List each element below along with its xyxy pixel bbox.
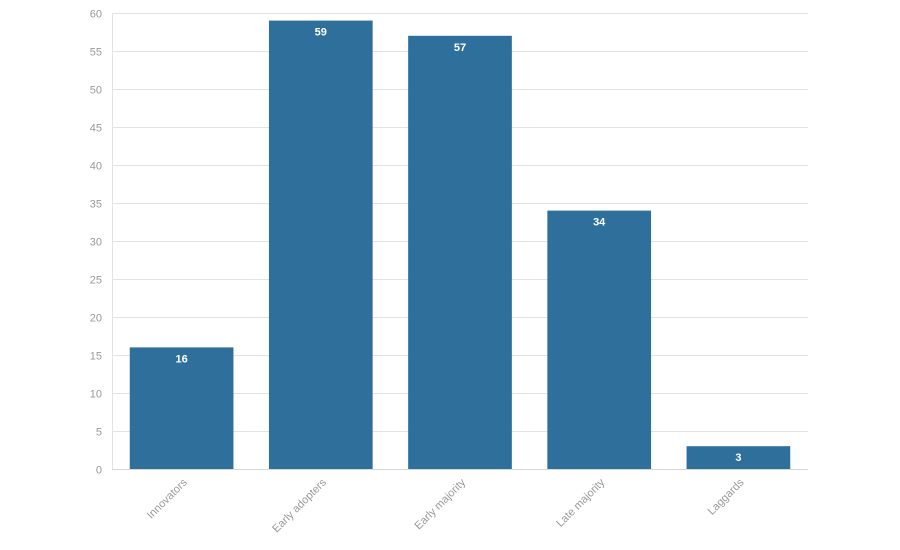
y-tick-label: 20 [90, 313, 102, 325]
y-tick-label: 45 [90, 123, 102, 135]
data-label: 57 [454, 42, 466, 54]
x-axis: Innovators Early adopters Early majority La… [145, 476, 747, 535]
bar-early-majority [408, 35, 512, 470]
bar-late-majority [547, 210, 652, 469]
data-label: 34 [593, 217, 606, 229]
y-tick-label: 30 [90, 237, 102, 249]
bar-laggards [686, 446, 791, 469]
y-tick-label: 25 [90, 275, 102, 287]
x-tick-label: Early majority [413, 476, 469, 532]
y-tick-label: 5 [96, 427, 102, 439]
data-label: 16 [175, 353, 187, 365]
y-tick-label: 50 [90, 85, 102, 97]
data-label: 59 [315, 27, 327, 39]
x-tick-label: Laggards [706, 476, 747, 517]
x-tick-label: Early adopters [270, 476, 329, 535]
y-tick-label: 60 [90, 9, 102, 21]
data-label: 3 [735, 452, 741, 464]
bar-early-adopters [268, 20, 373, 469]
y-axis: 0 5 10 15 20 25 30 35 40 45 50 55 60 [90, 9, 102, 477]
y-tick-label: 15 [90, 351, 102, 363]
x-tick-label: Late majority [554, 476, 607, 529]
bar-innovators [129, 347, 234, 469]
y-tick-label: 35 [90, 199, 102, 211]
y-tick-label: 40 [90, 161, 102, 173]
y-tick-label: 0 [96, 465, 102, 477]
data-labels-layer: 16 59 57 34 3 [175, 27, 741, 465]
y-tick-label: 55 [90, 47, 102, 59]
y-tick-label: 10 [90, 389, 102, 401]
x-tick-label: Innovators [145, 476, 190, 521]
bars-layer [129, 20, 791, 470]
